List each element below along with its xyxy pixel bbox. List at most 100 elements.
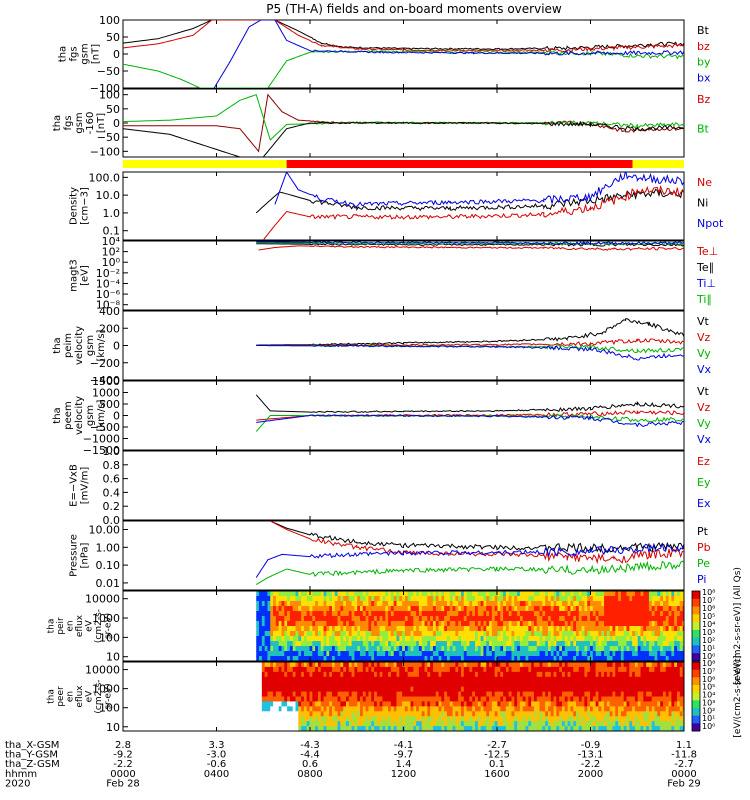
spectrogram-cell <box>491 671 496 678</box>
spectrogram-cell <box>424 716 428 722</box>
spectrogram-cell <box>385 726 389 732</box>
spectrogram-cell <box>382 666 386 673</box>
spectrogram-cell <box>368 616 372 622</box>
spectrogram-cell <box>475 726 479 732</box>
spectrogram-cell <box>264 601 268 607</box>
spectrogram-cell <box>371 721 375 727</box>
spectrogram-cell <box>407 711 412 717</box>
spectrogram-cell <box>525 691 529 697</box>
spectrogram-cell <box>418 711 423 717</box>
spectrogram-peer-spectrogram <box>256 662 685 732</box>
spectrogram-cell <box>674 601 678 607</box>
spectrogram-cell <box>469 726 473 732</box>
spectrogram-cell <box>497 631 501 637</box>
spectrogram-cell <box>281 591 285 597</box>
spectrogram-cell <box>348 646 353 652</box>
spectrogram-cell <box>567 596 571 602</box>
spectrogram-cell <box>632 711 636 717</box>
spectrogram-peir-spectrogram <box>256 591 685 662</box>
spectrogram-cell <box>615 606 619 612</box>
spectrogram-cell <box>354 681 358 688</box>
series-line-Vy <box>256 343 684 354</box>
spectrogram-cell <box>511 611 515 617</box>
spectrogram-cell <box>348 701 353 707</box>
spectrogram-cell <box>500 626 504 632</box>
spectrogram-cell <box>660 696 664 702</box>
spectrogram-cell <box>374 591 378 597</box>
spectrogram-cell <box>668 641 672 647</box>
spectrogram-cell <box>643 696 647 702</box>
spectrogram-cell <box>505 651 510 657</box>
spectrogram-cell <box>606 666 611 673</box>
spectrogram-cell <box>466 662 470 668</box>
spectrogram-cell <box>432 596 437 602</box>
spectrogram-cell <box>508 681 512 688</box>
spectrogram-cell <box>455 656 459 662</box>
spectrogram-cell <box>491 681 496 688</box>
spectrogram-cell <box>494 676 498 683</box>
spectrogram-cell <box>654 616 658 622</box>
spectrogram-cell <box>301 641 305 647</box>
spectrogram-cell <box>343 611 347 617</box>
spectrogram-cell <box>348 662 353 668</box>
spectrogram-cell <box>256 726 260 732</box>
spectrogram-cell <box>444 621 448 627</box>
spectrogram-cell <box>561 726 566 732</box>
spectrogram-cell <box>547 651 552 657</box>
spectrogram-cell <box>553 631 557 637</box>
spectrogram-cell <box>547 646 552 652</box>
spectrogram-cell <box>542 651 546 657</box>
spectrogram-cell <box>351 671 355 678</box>
spectrogram-cell <box>461 646 465 652</box>
spectrogram-cell <box>298 662 302 668</box>
spectrogram-cell <box>418 686 423 693</box>
spectrogram-cell <box>561 662 566 668</box>
y-tick-label: 500 <box>99 398 120 411</box>
spectrogram-cell <box>606 686 611 693</box>
spectrogram-cell <box>505 606 510 612</box>
spectrogram-cell <box>491 676 496 683</box>
spectrogram-cell <box>491 646 496 652</box>
spectrogram-cell <box>640 671 644 678</box>
spectrogram-cell <box>646 621 650 627</box>
spectrogram-cell <box>646 726 650 732</box>
spectrogram-cell <box>570 631 574 637</box>
spectrogram-cell <box>480 606 484 612</box>
spectrogram-cell <box>615 651 619 657</box>
spectrogram-cell <box>396 616 400 622</box>
spectrogram-cell <box>287 621 291 627</box>
spectrogram-cell <box>374 662 378 668</box>
spectrogram-cell <box>326 601 330 607</box>
spectrogram-cell <box>612 646 616 652</box>
spectrogram-cell <box>553 711 557 717</box>
spectrogram-cell <box>587 696 591 702</box>
spectrogram-cell <box>536 676 541 683</box>
spectrogram-cell <box>637 666 642 673</box>
spectrogram-cell <box>483 606 487 612</box>
spectrogram-cell <box>584 596 588 602</box>
spectrogram-cell <box>519 671 524 678</box>
spectrogram-cell <box>483 671 487 678</box>
spectrogram-cell <box>343 721 347 727</box>
spectrogram-cell <box>416 676 420 683</box>
spectrogram-cell <box>545 596 549 602</box>
spectrogram-cell <box>489 686 493 693</box>
spectrogram-cell <box>584 641 588 647</box>
spectrogram-cell <box>424 621 428 627</box>
spectrogram-cell <box>309 711 313 717</box>
spectrogram-cell <box>323 716 327 722</box>
spectrogram-cell <box>404 596 409 602</box>
spectrogram-cell <box>455 691 459 697</box>
spectrogram-cell <box>539 626 543 632</box>
spectrogram-cell <box>550 676 555 683</box>
spectrogram-cell <box>556 626 560 632</box>
y-axis-label-line: tha <box>47 619 57 634</box>
spectrogram-cell <box>676 716 681 722</box>
spectrogram-cell <box>598 701 602 707</box>
spectrogram-cell <box>629 616 633 622</box>
spectrogram-cell <box>623 666 627 673</box>
spectrogram-cell <box>637 691 642 697</box>
spectrogram-cell <box>466 691 470 697</box>
spectrogram-cell <box>306 691 311 697</box>
colorbar-segment <box>692 723 700 732</box>
